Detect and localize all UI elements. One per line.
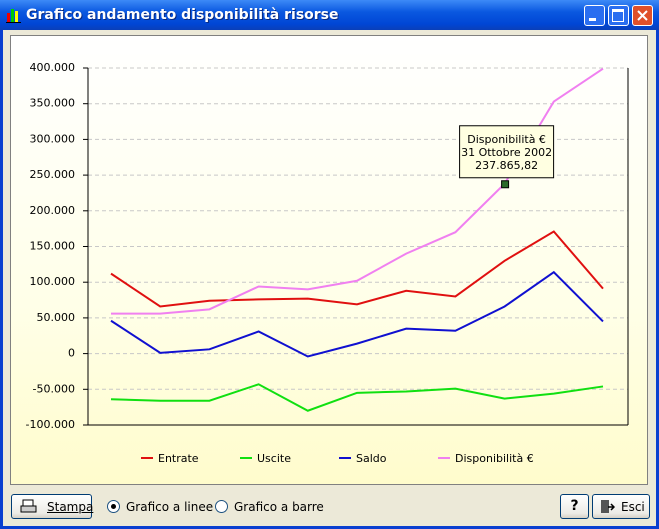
exit-label: Esci [621,500,645,514]
radio-lines[interactable]: Grafico a linee [107,500,213,514]
print-button[interactable]: Stampa [11,494,94,519]
help-label: ? [570,498,579,514]
series-line [110,270,604,358]
y-tick-label: 400.000 [30,61,76,74]
maximize-button[interactable] [608,5,629,26]
y-tick-label: 0 [68,347,75,360]
tooltip-line: Disponibilità € [467,133,546,146]
series-line [110,230,604,308]
radio-bars[interactable]: Grafico a barre [215,500,324,514]
legend-label: Uscite [257,452,291,465]
close-button[interactable] [632,5,653,26]
series-line [110,383,604,412]
help-button[interactable]: ? [560,494,589,519]
radio-label: Grafico a barre [234,500,324,514]
y-tick-label: -50.000 [33,382,75,395]
y-tick-label: 300.000 [30,132,76,145]
legend-label: Saldo [356,452,387,465]
chart-panel [10,35,648,485]
tooltip-line: 31 Ottobre 2002 [461,146,552,159]
window-title: Grafico andamento disponibilità risorse [26,7,339,23]
title-bar: Grafico andamento disponibilità risorse [0,0,659,30]
point-marker [501,180,510,189]
legend-label: Entrate [158,452,199,465]
y-tick-label: 200.000 [30,204,76,217]
exit-button[interactable]: Esci [592,494,650,519]
print-label: Stampa [47,500,94,514]
y-tick-label: 100.000 [30,275,76,288]
y-tick-label: 150.000 [30,240,76,253]
legend-label: Disponibilità € [455,452,534,465]
radio-label: Grafico a linee [126,500,214,514]
y-tick-label: 250.000 [30,168,76,181]
minimize-button[interactable] [584,5,605,26]
tooltip [459,125,555,179]
series-line [111,67,604,315]
app-icon [6,9,21,23]
y-tick-label: 50.000 [37,311,76,324]
y-tick-label: -100.000 [26,418,75,431]
tooltip-line: 237.865,82 [475,159,538,172]
y-tick-label: 350.000 [30,97,76,110]
